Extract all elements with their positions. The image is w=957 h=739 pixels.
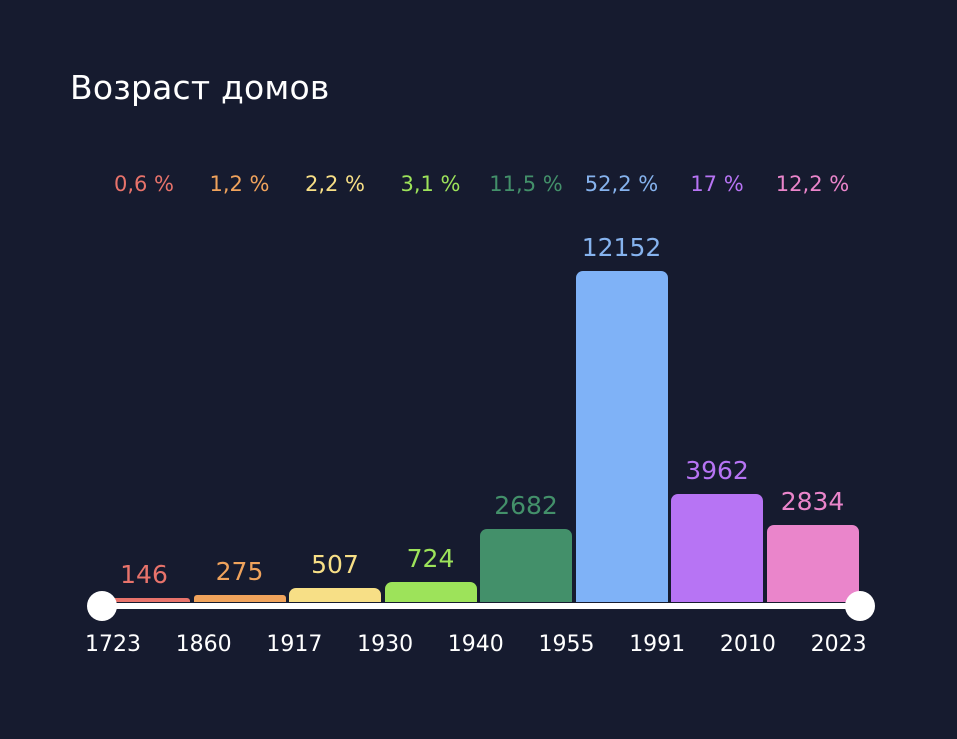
bar-value-label: 275	[215, 556, 264, 586]
bar-1723–1860[interactable]	[98, 598, 190, 602]
year-tick-label: 1991	[629, 632, 686, 657]
bar-value-label: 507	[311, 550, 359, 580]
bar-1917–1930[interactable]	[289, 588, 381, 602]
bar-1860–1917[interactable]	[193, 594, 286, 602]
year-tick-label: 1860	[175, 632, 232, 657]
bar-1991–2010[interactable]	[671, 494, 763, 602]
percentage-label: 2,2 %	[304, 172, 366, 196]
bar-value-label: 2682	[494, 490, 558, 520]
percentage-label: 1,2 %	[209, 172, 270, 196]
range-slider-handle-end[interactable]	[845, 591, 875, 621]
percentage-label: 3,1 %	[400, 172, 461, 196]
year-tick-label: 2010	[719, 632, 776, 657]
bar-value-label: 3962	[685, 456, 749, 486]
bar-1955–1991[interactable]	[575, 271, 668, 602]
bar-value-label: 2834	[780, 486, 845, 516]
bar-2010–2023[interactable]	[766, 524, 859, 602]
bar-value-label: 724	[406, 544, 455, 574]
bar-1930–1940[interactable]	[384, 582, 477, 602]
year-tick-label: 1723	[85, 632, 141, 657]
year-tick-label: 1917	[266, 632, 323, 657]
percentage-label: 17 %	[690, 172, 744, 196]
chart-title: Возраст домов	[70, 68, 330, 107]
year-tick-label: 1955	[538, 632, 595, 657]
bar-1940–1955[interactable]	[480, 528, 572, 602]
bar-value-label: 12152	[581, 233, 662, 262]
year-tick-label: 1930	[357, 632, 414, 657]
bar-value-label: 146	[120, 560, 168, 589]
percentage-label: 11,5 %	[489, 172, 563, 196]
year-tick-label: 1940	[447, 632, 504, 657]
year-tick-label: 2023	[810, 632, 867, 657]
percentage-label: 52,2 %	[584, 172, 659, 196]
percentage-label: 12,2 %	[775, 172, 850, 196]
range-slider-handle-start[interactable]	[87, 591, 117, 621]
percentage-label: 0,6 %	[113, 172, 175, 196]
range-slider-track[interactable]	[102, 603, 860, 609]
